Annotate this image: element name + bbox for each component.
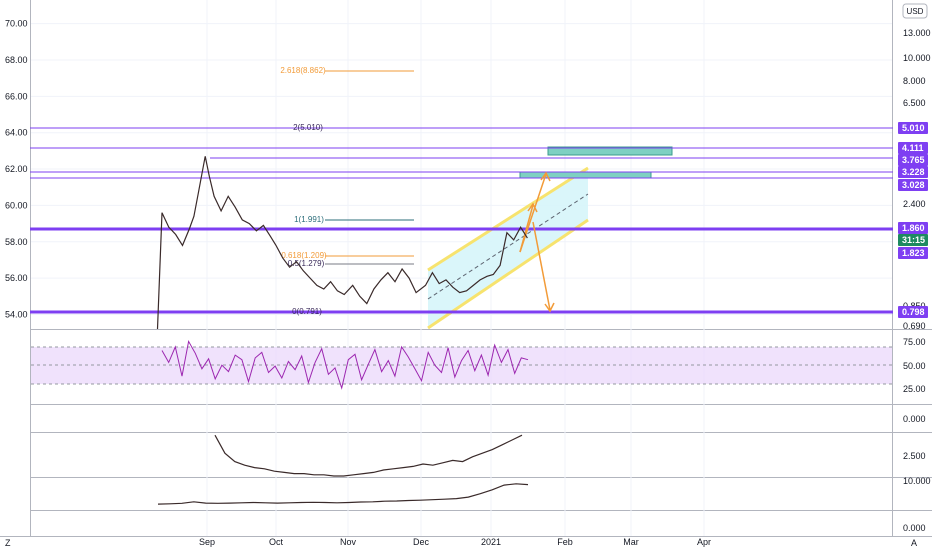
left-tick-label: 68.00 [5, 55, 28, 65]
timezone-badge[interactable]: Z [5, 538, 11, 548]
price-tag-label: 1.860 [902, 223, 925, 233]
auto-scale-badge[interactable]: A [911, 538, 917, 548]
indicator-2-tick-label: 2.500 [903, 451, 926, 461]
indicator-3-tick-label: 0.000 [903, 523, 926, 533]
right-tick-label: 2.400 [903, 199, 926, 209]
fib-level-label: 1(1.991) [294, 215, 324, 224]
left-tick-label: 54.00 [5, 309, 28, 319]
price-tag-label: 0.798 [902, 307, 925, 317]
channel-fill [428, 168, 588, 328]
left-axis: 70.00 68.00 66.00 64.00 62.00 60.00 58.00 56.00… [5, 19, 28, 320]
fib-labels: 2.618(8.862) 2(5.010) 1(1.991) 0.618(1.209)… [280, 66, 327, 316]
target-zone-upper[interactable] [547, 146, 673, 156]
right-tick-label: 0.690 [903, 321, 926, 331]
price-tag-bg [898, 234, 928, 246]
channel-lower-line[interactable] [427, 218, 589, 330]
price-series[interactable] [156, 156, 528, 330]
indicator-2-series[interactable] [214, 434, 523, 477]
price-tag-3115[interactable]: 31:15 [898, 234, 928, 246]
arrow-up-short-head [527, 202, 538, 213]
price-tag-label: 31:15 [902, 235, 925, 245]
price-tag-0798[interactable]: 0.798 [898, 306, 928, 318]
price-tag-bg [898, 222, 928, 234]
price-tag-bg [898, 122, 928, 134]
x-tick-label: 2021 [481, 537, 501, 547]
left-tick-label: 60.00 [5, 200, 28, 210]
left-tick-label: 58.00 [5, 237, 28, 247]
right-tick-label: 10.000 [903, 53, 931, 63]
price-tag-1823[interactable]: 1.823 [898, 247, 928, 259]
horizontal-grid [31, 23, 892, 315]
price-tag-label: 4.111 [902, 143, 924, 153]
arrow-down-head [544, 302, 555, 313]
indicator-2-tick-label: 0.000 [903, 414, 926, 424]
x-tick-label: Nov [340, 537, 357, 547]
indicator-3-tick-label: 10.000 [903, 476, 931, 486]
currency-badge[interactable]: USD [902, 3, 928, 19]
fib-level-label: 0(0.791) [292, 307, 322, 316]
fib-level-label: 0.618(1.209) [281, 251, 327, 260]
price-tag-5010[interactable]: 5.010 [898, 122, 928, 134]
price-tag-label: 3.765 [902, 155, 925, 165]
fib-level-label: 2.618(8.862) [280, 66, 326, 75]
x-tick-label: Mar [623, 537, 639, 547]
level-lines[interactable] [30, 127, 893, 314]
rsi-tick-label: 25.00 [903, 384, 926, 394]
left-tick-label: 62.00 [5, 164, 28, 174]
price-tag-bg [898, 154, 928, 166]
indicator-3-series[interactable] [157, 483, 529, 505]
rsi-tick-label: 75.00 [903, 337, 926, 347]
left-tick-label: 56.00 [5, 273, 28, 283]
price-tag-bg [898, 142, 928, 154]
price-tag-1860[interactable]: 1.860 [898, 222, 928, 234]
target-zone-lower[interactable] [519, 171, 652, 179]
x-tick-label: Oct [269, 537, 284, 547]
price-tag-label: 3.028 [902, 180, 925, 190]
right-tick-label: 6.500 [903, 98, 926, 108]
rsi-band [31, 347, 892, 384]
pane-borders [0, 0, 932, 537]
right-tick-label: 8.000 [903, 76, 926, 86]
fib-level-label: 0.5(1.279) [288, 259, 325, 268]
rsi-series[interactable] [161, 339, 529, 390]
currency-badge-label: USD [907, 7, 924, 16]
price-tag-3228[interactable]: 3.228 [898, 166, 928, 178]
price-tag-label: 1.823 [902, 248, 925, 258]
arrow-up-long-head [540, 171, 551, 182]
right-tick-label: 13.000 [903, 28, 931, 38]
channel-upper-line[interactable] [427, 166, 589, 272]
x-tick-label: Apr [697, 537, 711, 547]
price-tag-bg [898, 166, 928, 178]
x-tick-label: Dec [413, 537, 430, 547]
x-tick-label: Sep [199, 537, 215, 547]
price-channel[interactable] [427, 166, 589, 330]
left-tick-label: 70.00 [5, 19, 28, 29]
price-tag-label: 3.228 [902, 167, 925, 177]
price-tag-bg [898, 247, 928, 259]
channel-mid-line[interactable] [427, 193, 589, 300]
left-tick-label: 66.00 [5, 91, 28, 101]
projection-arrows[interactable] [519, 171, 555, 313]
fib-lines[interactable] [325, 70, 414, 265]
x-tick-label: Feb [557, 537, 573, 547]
rsi-tick-label: 50.00 [903, 361, 926, 371]
price-tag-4111[interactable]: 4.111 [898, 142, 928, 154]
arrow-down [532, 221, 551, 311]
price-tag-3028[interactable]: 3.028 [898, 179, 928, 191]
price-tags[interactable]: 5.010 4.111 3.765 3.228 3.028 1.860 31:15 1.823… [898, 122, 928, 318]
arrow-up-short [519, 204, 534, 253]
price-tag-bg [898, 306, 928, 318]
fib-level-label: 2(5.010) [293, 123, 323, 132]
price-tag-3765[interactable]: 3.765 [898, 154, 928, 166]
time-axis[interactable]: Sep Oct Nov Dec 2021 Feb Mar Apr [199, 537, 711, 547]
price-tag-label: 5.010 [902, 123, 925, 133]
indicator-axes: 75.00 50.00 25.00 0.000 2.500 10.000 0.000 [903, 337, 931, 533]
price-tag-bg [898, 179, 928, 191]
left-tick-label: 64.00 [5, 128, 28, 138]
